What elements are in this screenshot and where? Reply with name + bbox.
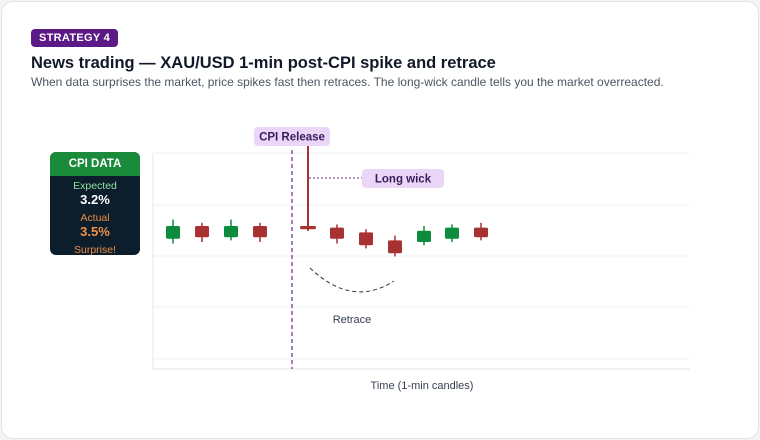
long-wick-tag (362, 169, 444, 188)
bear-candle (474, 227, 488, 238)
bear-candle (195, 226, 209, 238)
x-axis-label: Time (1-min candles) (370, 380, 474, 392)
bear-candle (300, 226, 316, 230)
bull-candle (166, 226, 180, 239)
retrace-label: Retrace (333, 314, 372, 326)
cpi-actual-value: 3.5% (80, 224, 110, 239)
cpi-actual-label: Actual (80, 212, 110, 224)
bear-candle (253, 226, 267, 238)
long-wick-label: Long wick (375, 174, 432, 186)
cpi-data-panel: CPI DATA Expected 3.2% Actual 3.5% Surpr… (50, 152, 140, 255)
cpi-data-header: CPI DATA (50, 152, 140, 176)
cpi-release-tag (254, 127, 330, 146)
retrace-curve (309, 267, 395, 293)
bull-candle (445, 227, 459, 239)
chart-grid (153, 152, 690, 360)
cpi-expected-value: 3.2% (80, 192, 110, 207)
card-subtitle: When data surprises the market, price sp… (31, 75, 664, 89)
cpi-surprise-label: Surprise! (73, 244, 116, 255)
bull-candle (224, 226, 238, 238)
bull-candle (417, 230, 431, 242)
bear-candle (359, 232, 373, 246)
card-title: News trading — XAU/USD 1-min post-CPI sp… (31, 54, 496, 72)
cpi-expected-label: Expected (73, 180, 117, 192)
bear-candle (388, 240, 402, 254)
bear-candle (330, 227, 344, 239)
strategy-badge: STRATEGY 4 (31, 29, 119, 47)
cpi-release-label: CPI Release (259, 132, 325, 144)
candles-group (166, 146, 488, 257)
